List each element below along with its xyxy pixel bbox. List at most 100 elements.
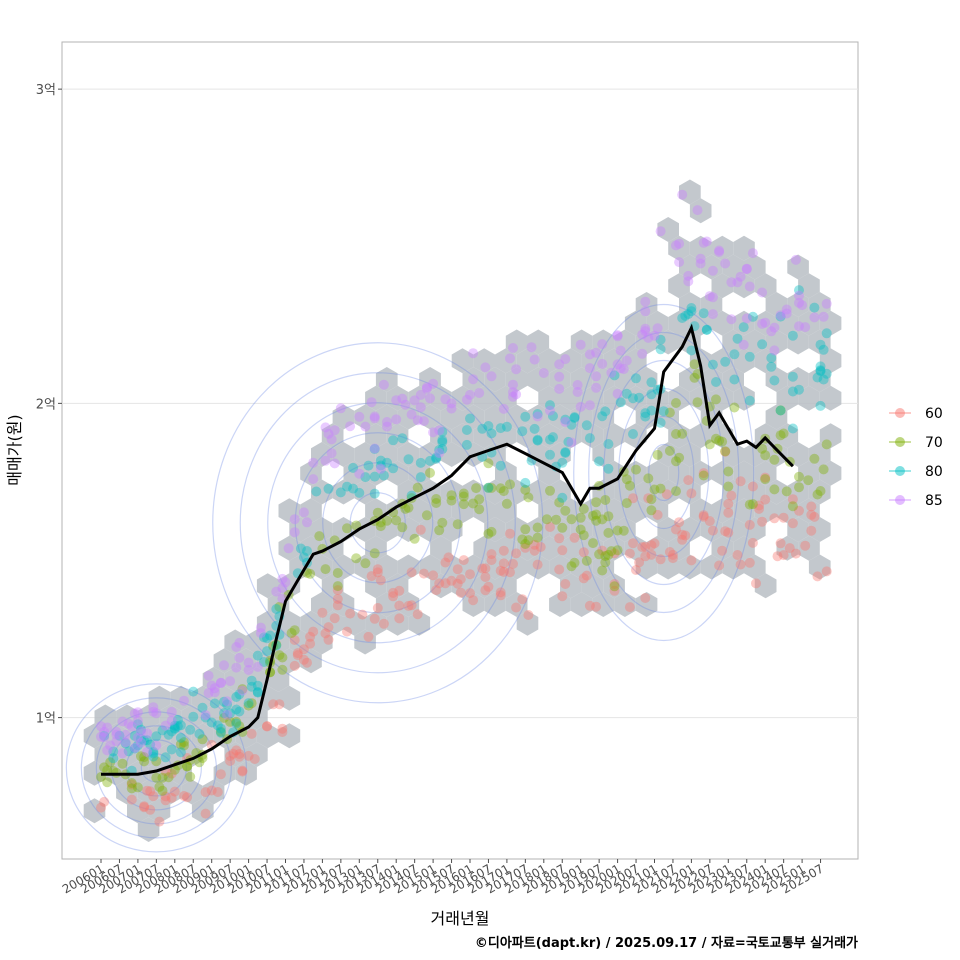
- scatter-point-70: [520, 484, 531, 495]
- scatter-point-85: [280, 577, 291, 588]
- scatter-point-70: [597, 514, 608, 525]
- scatter-point-60: [809, 511, 820, 522]
- scatter-point-80: [129, 743, 140, 754]
- scatter-point-85: [354, 411, 365, 422]
- hexbin-cell: [711, 310, 734, 336]
- scatter-point-80: [188, 686, 199, 697]
- hexbin-cell: [419, 404, 441, 430]
- hexbin-cell: [549, 442, 571, 467]
- scatter-point-60: [498, 566, 509, 577]
- scatter-point-60: [545, 522, 555, 532]
- scatter-point-60: [465, 569, 475, 580]
- scatter-point-60: [646, 540, 657, 551]
- scatter-point-70: [775, 430, 786, 441]
- scatter-point-60: [747, 481, 758, 492]
- trend-line: [101, 323, 794, 776]
- scatter-point-70: [643, 473, 654, 484]
- scatter-point-60: [723, 498, 734, 509]
- hexbin-cell: [419, 517, 441, 542]
- scatter-point-60: [720, 526, 731, 537]
- scatter-point-60: [680, 530, 691, 541]
- scatter-point-80: [132, 740, 143, 751]
- scatter-point-85: [222, 696, 233, 707]
- hexbin-cell: [246, 629, 268, 655]
- scatter-point-85: [554, 371, 565, 382]
- scatter-point-70: [600, 495, 611, 505]
- hexbin-cell: [668, 310, 690, 336]
- hexbin-cell: [505, 479, 528, 505]
- hexbin-cell: [560, 573, 582, 599]
- hexbin-cell: [332, 442, 355, 467]
- scatter-point-85: [421, 383, 432, 394]
- scatter-point-85: [369, 411, 380, 422]
- hexbin-cell: [505, 367, 528, 392]
- scatter-point-80: [375, 460, 386, 471]
- scatter-point-60: [754, 503, 764, 514]
- hexbin-cell: [549, 479, 571, 505]
- scatter-point-80: [766, 361, 777, 372]
- scatter-point-80: [520, 411, 531, 422]
- hexbin-cell: [256, 723, 279, 749]
- scatter-point-85: [142, 728, 153, 739]
- hexbin-cell: [473, 423, 495, 449]
- scatter-point-60: [289, 635, 300, 645]
- hexbin-cell: [430, 498, 452, 524]
- hexbin-cell: [202, 667, 225, 692]
- density-contour: [80, 697, 232, 839]
- scatter-point-80: [188, 711, 199, 722]
- scatter-point-85: [203, 688, 214, 698]
- scatter-point-80: [231, 718, 242, 729]
- hexbin-cell: [332, 479, 355, 505]
- scatter-point-80: [252, 680, 263, 691]
- hexbin-cell: [624, 310, 647, 336]
- scatter-point-60: [498, 545, 509, 556]
- density-contour: [322, 462, 434, 584]
- scatter-point-80: [548, 432, 558, 443]
- hexbin-cell: [300, 610, 322, 636]
- scatter-point-70: [243, 700, 254, 711]
- hexbin-cell: [137, 779, 160, 805]
- hexbin-cell: [711, 498, 734, 524]
- hexbin-cell: [127, 798, 149, 824]
- hexbin-cell: [527, 404, 550, 430]
- scatter-point-60: [698, 511, 709, 522]
- hexbin-cell: [581, 385, 604, 411]
- scatter-point-85: [612, 331, 623, 342]
- y-axis-title: 매매가(원): [5, 414, 24, 485]
- hexbin-cell: [256, 610, 279, 636]
- scatter-point-85: [406, 409, 417, 420]
- scatter-point-85: [132, 707, 143, 718]
- scatter-point-85: [271, 586, 282, 597]
- scatter-point-60: [649, 538, 660, 549]
- scatter-point-70: [609, 581, 620, 592]
- hexbin-cell: [733, 498, 755, 524]
- scatter-point-70: [274, 601, 285, 612]
- scatter-point-70: [606, 546, 617, 557]
- hexbin-cell: [505, 517, 528, 542]
- hexbin-cell: [733, 348, 755, 374]
- scatter-point-85: [354, 468, 365, 479]
- scatter-point-80: [628, 429, 638, 439]
- scatter-point-70: [102, 777, 113, 788]
- hexbin-cell: [603, 498, 625, 524]
- scatter-point-80: [821, 368, 832, 379]
- scatter-point-80: [483, 482, 494, 493]
- hexbin-cell: [278, 648, 301, 674]
- scatter-point-70: [566, 514, 577, 525]
- hexbin-cell: [343, 610, 366, 636]
- scatter-point-70: [532, 532, 543, 543]
- scatter-point-80: [348, 483, 359, 494]
- scatter-point-80: [166, 726, 177, 737]
- scatter-point-60: [375, 575, 386, 586]
- scatter-point-70: [794, 482, 804, 493]
- scatter-point-85: [695, 258, 706, 269]
- scatter-point-85: [400, 399, 411, 410]
- scatter-point-85: [701, 236, 712, 247]
- scatter-point-70: [139, 756, 150, 767]
- scatter-point-60: [477, 563, 488, 574]
- scatter-point-60: [754, 500, 764, 511]
- scatter-point-85: [166, 706, 177, 717]
- scatter-point-85: [480, 362, 491, 373]
- scatter-point-60: [292, 650, 303, 661]
- scatter-point-70: [704, 439, 715, 450]
